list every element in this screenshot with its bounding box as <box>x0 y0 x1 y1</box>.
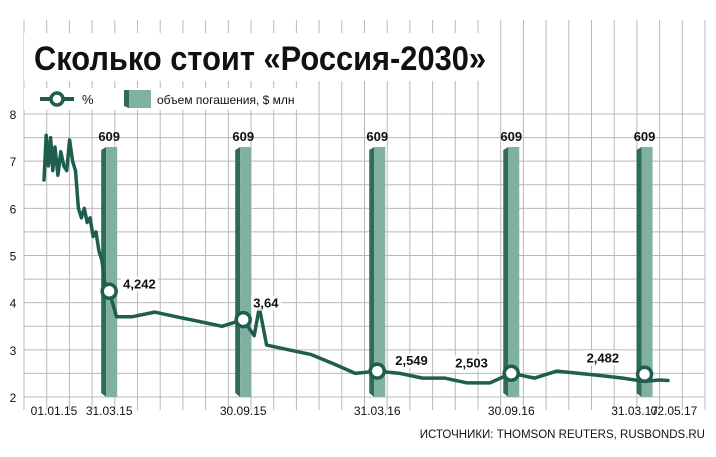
legend-background <box>24 88 314 110</box>
data-label-background <box>393 353 430 369</box>
x-tick-label: 31.03.17 <box>611 404 658 418</box>
data-point-marker <box>635 365 654 384</box>
legend-bar-entry: объем погашения, $ млн <box>124 90 295 108</box>
data-label-background <box>121 276 158 292</box>
bar-side <box>636 147 642 397</box>
bar-value-label: 609 <box>98 129 120 144</box>
data-label-background <box>584 350 622 366</box>
bar <box>641 147 653 397</box>
y-tick-label: 6 <box>10 202 17 216</box>
chart-title: Сколько стоит «Россия-2030» <box>34 40 486 78</box>
data-label: 4,242 <box>123 276 156 291</box>
y-tick-label: 5 <box>10 250 17 264</box>
y-tick-label: 8 <box>10 108 17 122</box>
x-tick-label: 01.01.15 <box>31 404 78 418</box>
legend-line-label: % <box>82 92 94 107</box>
bar-value-label: 609 <box>500 129 522 144</box>
line-series <box>42 133 670 385</box>
source-note: ИСТОЧНИКИ: THOMSON REUTERS, RUSBONDS.RU <box>420 429 705 441</box>
data-label: 2,482 <box>587 350 620 365</box>
y-tick-label: 4 <box>10 297 17 311</box>
bar <box>374 147 386 397</box>
bar-side <box>503 147 509 397</box>
data-point-marker <box>502 364 521 383</box>
bar-value-label: 609 <box>232 129 254 144</box>
y-tick-label: 2 <box>10 391 17 405</box>
legend-bar-icon <box>129 90 151 108</box>
bar-side <box>235 147 241 397</box>
y-tick-label: 7 <box>10 155 17 169</box>
bar-value-label: 609 <box>634 129 656 144</box>
data-label: 2,549 <box>395 353 428 368</box>
x-axis: 01.01.15 31.03.15 30.09.15 31.03.16 30.09.16… <box>31 404 698 418</box>
title-background <box>24 33 496 81</box>
bar <box>240 147 252 397</box>
data-label: 2,503 <box>455 355 488 370</box>
legend-bar-label: объем погашения, $ млн <box>157 93 295 107</box>
data-label-background <box>251 295 282 311</box>
legend-bar-side-icon <box>124 90 129 108</box>
x-tick-label: 31.03.16 <box>354 404 401 418</box>
source-background <box>430 423 714 443</box>
legend-marker-icon <box>49 91 65 107</box>
bar <box>106 147 118 397</box>
data-point-marker <box>100 282 118 301</box>
bars: 609 609 609 609 609 <box>98 129 655 397</box>
x-tick-label: 02.05.17 <box>651 404 698 418</box>
series-line <box>42 133 670 385</box>
grid <box>23 20 706 410</box>
bar-side <box>369 147 375 397</box>
data-label-background <box>453 355 490 371</box>
data-point-marker <box>234 310 252 329</box>
bar <box>508 147 520 397</box>
data-label: 3,64 <box>253 296 279 311</box>
y-tick-label: 3 <box>10 344 17 358</box>
x-tick-label: 30.09.16 <box>488 404 535 418</box>
y-axis: 2 3 4 5 6 7 8 <box>10 108 17 405</box>
markers: 4,242 3,64 2,549 2,503 2,482 <box>100 276 654 384</box>
bar-value-label: 609 <box>366 129 388 144</box>
x-tick-label: 30.09.15 <box>220 404 267 418</box>
x-tick-label: 31.03.15 <box>86 404 133 418</box>
legend-line-entry: % <box>40 91 94 107</box>
data-point-marker <box>368 362 386 380</box>
